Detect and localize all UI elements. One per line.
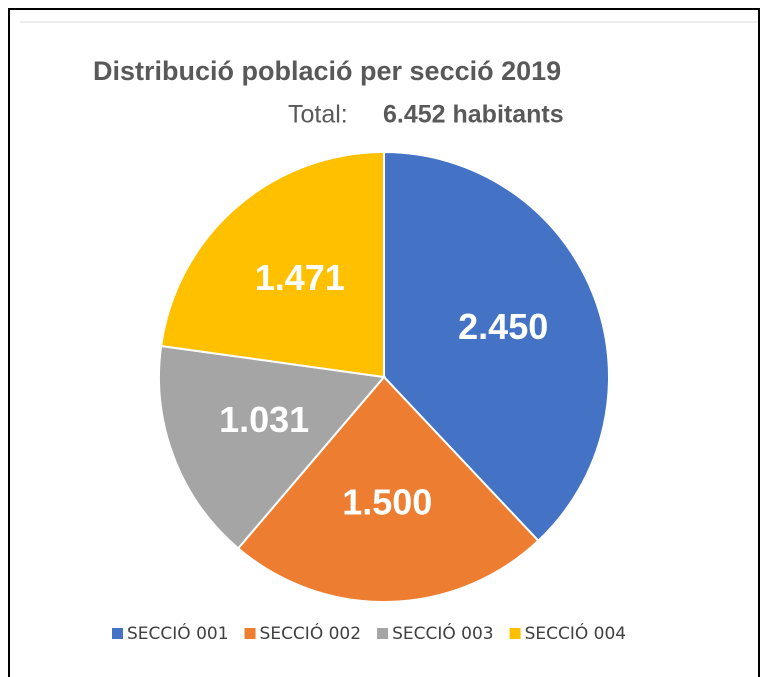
pie-slice <box>236 375 540 603</box>
data-label: 1.500 <box>342 482 432 523</box>
data-label: 1.471 <box>255 257 345 298</box>
legend-swatch <box>377 628 389 639</box>
pie-slice <box>158 344 386 550</box>
pie-slice <box>383 150 610 543</box>
chart-title: Distribució població per secció 2019 <box>93 56 561 86</box>
legend-label: SECCIÓ 004 <box>525 622 627 644</box>
legend-swatch <box>509 628 521 639</box>
subtitle-label: Total: <box>288 101 348 129</box>
pie-slice <box>160 150 385 379</box>
legend-label: SECCIÓ 001 <box>127 622 229 644</box>
data-label: 2.450 <box>458 306 548 347</box>
legend-label: SECCIÓ 002 <box>260 622 362 644</box>
data-label: 1.031 <box>219 399 309 440</box>
legend-label: SECCIÓ 003 <box>392 622 494 644</box>
subtitle-value: 6.452 habitants <box>383 101 564 129</box>
legend-swatch <box>112 628 123 639</box>
legend-swatch <box>244 628 256 639</box>
